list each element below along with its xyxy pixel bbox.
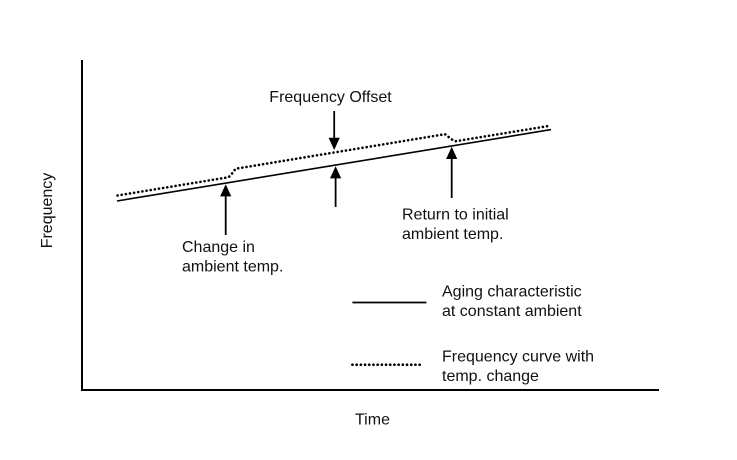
svg-text:Frequency: Frequency: [39, 173, 56, 249]
svg-text:at constant ambient: at constant ambient: [442, 303, 582, 320]
svg-text:ambient temp.: ambient temp.: [402, 226, 503, 243]
svg-text:Time: Time: [355, 412, 390, 429]
svg-text:Frequency curve with: Frequency curve with: [442, 349, 594, 366]
svg-text:Return to initial: Return to initial: [402, 207, 509, 224]
svg-text:Change in: Change in: [182, 239, 255, 256]
svg-text:temp. change: temp. change: [442, 368, 539, 385]
svg-text:Aging characteristic: Aging characteristic: [442, 284, 582, 301]
svg-text:ambient temp.: ambient temp.: [182, 259, 283, 276]
svg-text:Frequency Offset: Frequency Offset: [269, 89, 392, 106]
